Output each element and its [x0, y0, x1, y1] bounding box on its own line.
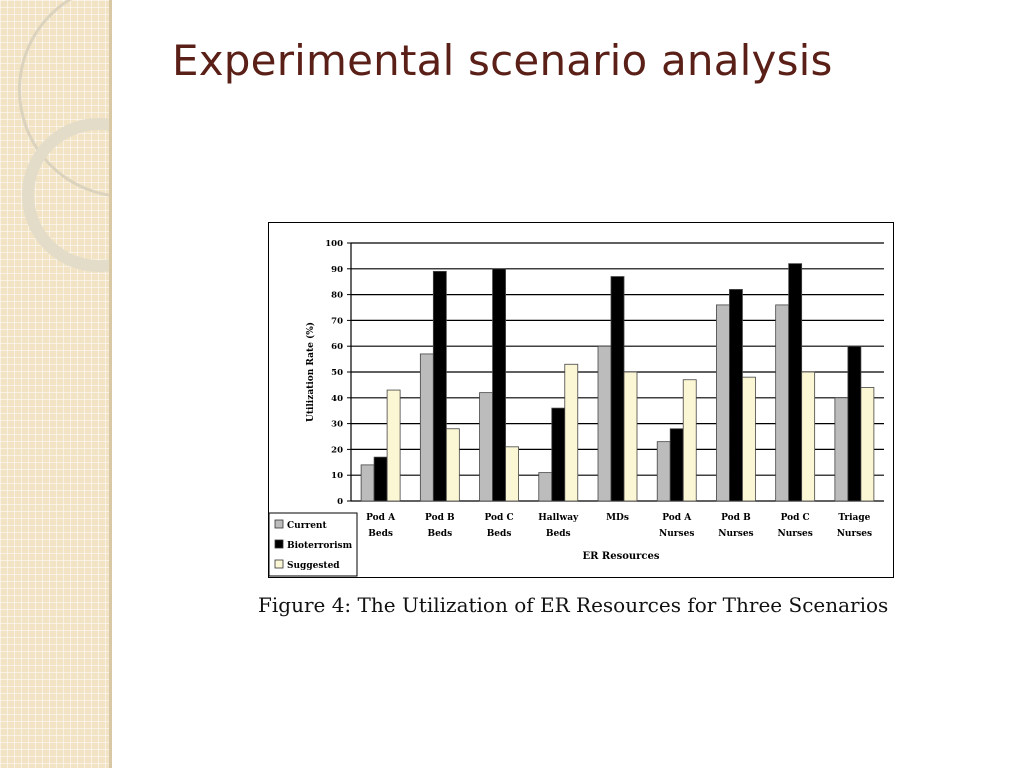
x-tick-label: Nurses [718, 529, 753, 539]
bar-suggested [386, 389, 401, 502]
legend-swatch [274, 559, 284, 569]
bar-bioterrorism [373, 456, 388, 502]
bar-bioterrorism [492, 268, 506, 502]
x-tick-label: Pod C [781, 513, 810, 523]
y-tick-label: 80 [331, 291, 343, 301]
legend-box [269, 512, 358, 577]
bar-bioterrorism [847, 345, 862, 502]
x-tick-label: Beds [427, 529, 452, 539]
bar-suggested [623, 371, 638, 502]
x-tick-label: Pod C [484, 513, 513, 523]
chart-figure: 0 10 20 30 40 50 60 70 80 90 100 Utilization Rate (… [268, 222, 894, 578]
bar-bioterrorism [432, 270, 447, 502]
x-tick-label: MDs [606, 513, 629, 523]
decorative-sidebar [0, 0, 112, 768]
x-axis-label: ER Resources [582, 551, 659, 562]
y-tick-label: 100 [325, 239, 343, 249]
y-tick-label: 30 [331, 420, 343, 430]
x-tick-label: Triage [838, 513, 870, 523]
bar-suggested [682, 379, 697, 502]
x-tick-label: Beds [368, 529, 393, 539]
bar-bioterrorism [610, 276, 625, 502]
bar-current [597, 345, 612, 502]
figure-caption: Figure 4: The Utilization of ER Resource… [258, 593, 889, 617]
bar-bioterrorism [551, 407, 566, 502]
y-tick-label: 40 [331, 394, 343, 404]
x-tick-label: Beds [487, 529, 512, 539]
y-tick-label: 90 [331, 265, 343, 275]
x-tick-label: Pod B [425, 513, 455, 523]
legend-swatch [274, 539, 284, 549]
bar-current [716, 304, 730, 502]
bar-suggested [742, 376, 756, 502]
bar-bioterrorism [729, 289, 743, 502]
bar-current [656, 441, 671, 502]
legend-swatch [274, 519, 284, 529]
y-tick-label: 10 [331, 471, 343, 481]
x-tick-label: Pod A [366, 513, 396, 523]
x-tick-label: Pod A [662, 513, 692, 523]
x-tick-label: Nurses [837, 529, 872, 539]
bar-current [775, 304, 790, 502]
bar-suggested [564, 363, 579, 502]
bar-current [360, 464, 375, 502]
bar-chart: 0 10 20 30 40 50 60 70 80 90 100 Utilization Rate (… [269, 239, 884, 577]
y-tick-label: 0 [337, 497, 343, 507]
y-axis-label: Utilization Rate (%) [305, 322, 316, 422]
bar-bioterrorism [669, 428, 684, 502]
legend-label: Suggested [287, 561, 340, 571]
legend-label: Current [287, 521, 327, 531]
bar-current [834, 397, 849, 502]
x-tick-label: Nurses [777, 529, 812, 539]
bar-bioterrorism [788, 263, 803, 502]
x-tick-label: Pod B [721, 513, 751, 523]
y-tick-label: 70 [331, 316, 343, 326]
x-tick-label: Beds [546, 529, 571, 539]
bar-current [538, 472, 553, 502]
bar-current [479, 392, 493, 502]
bar-suggested [445, 428, 460, 502]
bar-suggested [860, 387, 875, 502]
bar-suggested [505, 446, 519, 502]
x-tick-label: Nurses [659, 529, 694, 539]
y-tick-label: 60 [331, 342, 343, 352]
y-tick-label: 50 [331, 368, 343, 378]
bar-current [419, 353, 434, 502]
slide-title: Experimental scenario analysis [172, 36, 833, 85]
x-tick-label: Hallway [538, 513, 579, 523]
y-tick-label: 20 [331, 445, 343, 455]
bar-suggested [801, 371, 816, 502]
legend-label: Bioterrorism [287, 541, 353, 551]
